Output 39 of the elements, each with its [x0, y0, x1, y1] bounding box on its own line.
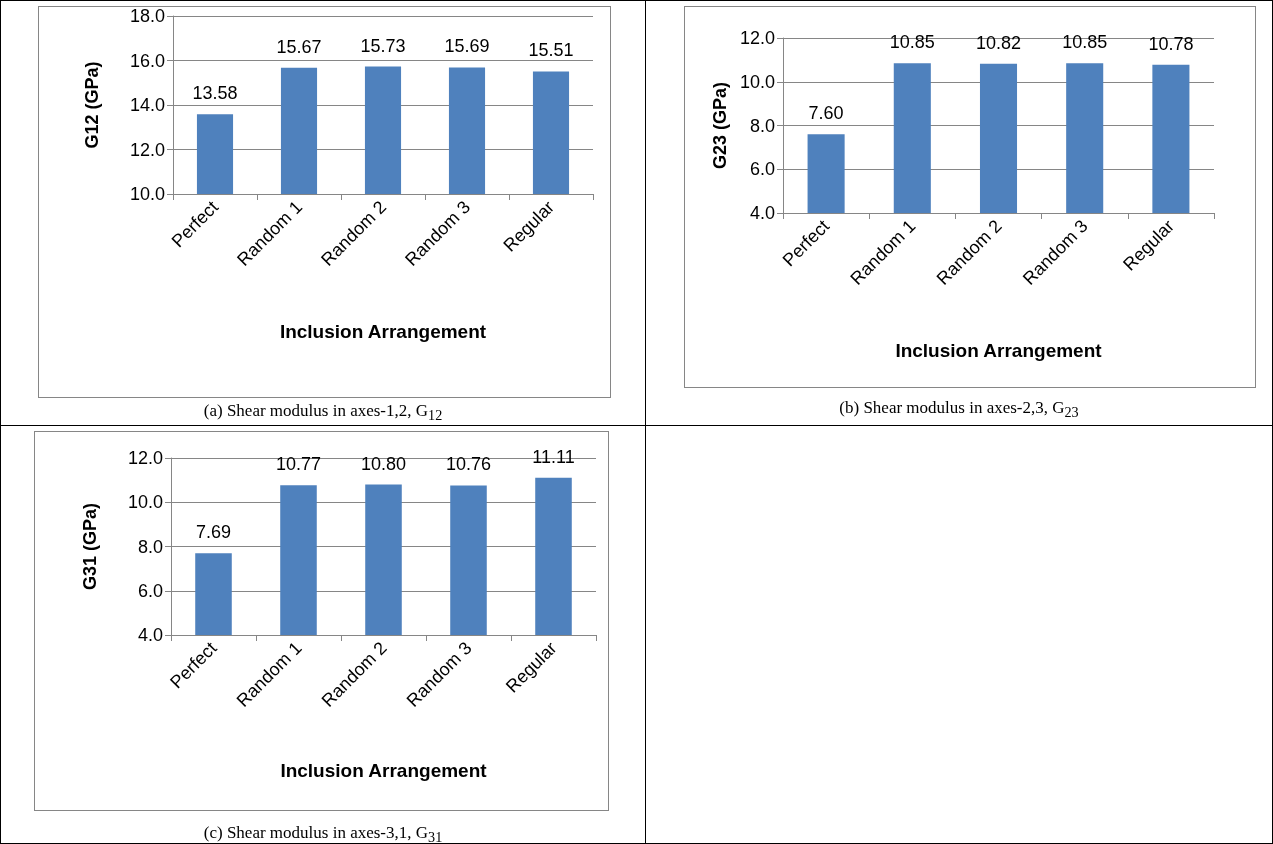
y-tick-label: 16.0 [129, 50, 165, 71]
text: (c) Shear modulus in axes-3,1, G$_{31}$ [202, 823, 444, 844]
y-tick-label: 4.0 [749, 203, 775, 223]
text: (b) Shear modulus in axes-2,3, G$_{23}$ [838, 398, 1080, 422]
text: (a) Shear modulus in axes-1,2, G$_{12}$ [202, 401, 444, 425]
y-tick-label: 10.0 [739, 71, 775, 92]
data-label: 10.82 [975, 32, 1022, 53]
x-axis-title: Inclusion Arrangement [280, 760, 488, 781]
y-axis-title: G12 (GPa) [82, 61, 102, 149]
data-label: 11.11 [532, 446, 575, 467]
y-tick-label: 12.0 [739, 28, 775, 48]
data-label: 15.67 [276, 36, 322, 57]
data-label: 15.69 [444, 36, 490, 57]
data-label: 7.60 [808, 103, 844, 124]
data-label: 15.73 [360, 35, 406, 56]
y-axis-title: G23 (GPa) [710, 81, 731, 170]
data-label: 10.85 [889, 32, 935, 53]
y-tick-label: 8.0 [137, 536, 163, 557]
data-label: 10.77 [275, 454, 322, 475]
y-tick-label: 8.0 [749, 115, 775, 136]
data-label: 10.85 [1062, 32, 1108, 53]
data-label: 10.80 [360, 453, 407, 474]
data-label: 10.78 [1148, 33, 1194, 54]
data-label: 15.51 [528, 40, 574, 61]
y-tick-label: 4.0 [137, 625, 163, 645]
y-tick-label: 10.0 [127, 492, 163, 513]
data-label: 7.69 [195, 522, 232, 543]
y-tick-label: 12.0 [129, 139, 165, 160]
y-tick-label: 6.0 [749, 159, 775, 180]
y-tick-label: 10.0 [129, 184, 165, 204]
y-tick-label: 6.0 [137, 580, 163, 601]
y-tick-label: 18.0 [129, 6, 165, 26]
data-label: 13.58 [192, 83, 238, 104]
y-tick-label: 12.0 [127, 448, 163, 468]
y-axis-title: G31 (GPa) [80, 502, 100, 591]
data-label: 10.76 [445, 454, 492, 475]
x-axis-title: Inclusion Arrangement [895, 340, 1103, 361]
y-tick-label: 14.0 [129, 95, 165, 115]
x-axis-title: Inclusion Arrangement [279, 321, 487, 342]
